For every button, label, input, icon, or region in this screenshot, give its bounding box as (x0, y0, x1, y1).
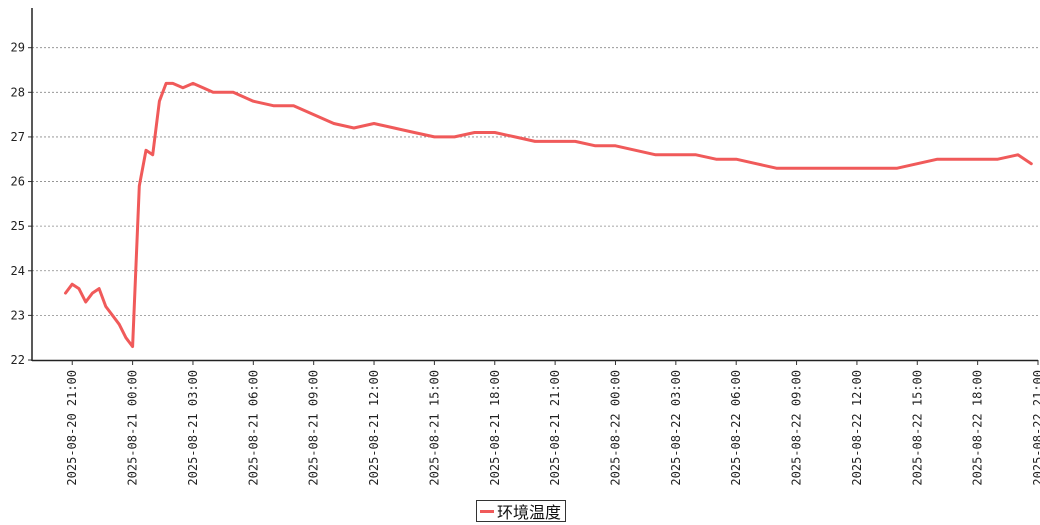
y-tick-label: 25 (11, 219, 25, 233)
y-tick-label: 26 (11, 175, 25, 189)
legend[interactable]: 环境温度 (476, 500, 567, 522)
series-line-0 (64, 81, 1033, 349)
y-tick-label: 29 (11, 41, 25, 55)
y-tick-label: 22 (11, 353, 25, 367)
x-tick-label: 2025-08-22 12:00 (850, 370, 864, 486)
x-tick-label: 2025-08-21 21:00 (548, 370, 562, 486)
x-tick-label: 2025-08-22 03:00 (669, 370, 683, 486)
y-axis: 22 23 24 25 26 27 28 29 (11, 8, 33, 367)
series-layer (64, 81, 1033, 349)
x-tick-label: 2025-08-21 03:00 (186, 370, 200, 486)
x-axis: 2025-08-20 21:00 2025-08-21 00:00 2025-08-… (32, 359, 1040, 486)
x-tick-label: 2025-08-21 12:00 (367, 370, 381, 486)
x-tick-label: 2025-08-21 18:00 (488, 370, 502, 486)
x-tick-label: 2025-08-22 21:00 (1031, 370, 1040, 486)
x-tick-label: 2025-08-22 00:00 (608, 370, 622, 486)
legend-swatch (480, 509, 494, 513)
y-tick-label: 23 (11, 308, 25, 322)
x-tick-label: 2025-08-21 09:00 (307, 370, 321, 486)
x-tick-label: 2025-08-22 18:00 (971, 370, 985, 486)
x-tick-label: 2025-08-22 09:00 (790, 370, 804, 486)
legend-label: 环境温度 (497, 503, 562, 522)
x-tick-label: 2025-08-21 06:00 (246, 370, 260, 486)
y-tick-label: 24 (11, 264, 25, 278)
y-tick-label: 28 (11, 85, 25, 99)
x-tick-label: 2025-08-21 15:00 (427, 370, 441, 486)
x-tick-label: 2025-08-20 21:00 (65, 370, 79, 486)
x-tick-label: 2025-08-21 00:00 (126, 370, 140, 486)
x-tick-label: 2025-08-22 15:00 (910, 370, 924, 486)
x-tick-label: 2025-08-22 06:00 (729, 370, 743, 486)
y-tick-label: 27 (11, 130, 25, 144)
